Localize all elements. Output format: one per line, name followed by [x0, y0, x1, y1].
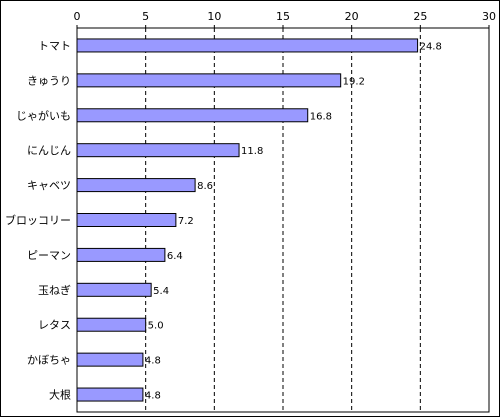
value-label: 6.4 — [167, 251, 183, 262]
value-label: 5.4 — [153, 286, 169, 297]
value-label: 16.8 — [310, 111, 332, 122]
bar — [76, 143, 240, 158]
category-label: 大根 — [49, 388, 71, 402]
category-label: きゅうり — [27, 74, 71, 87]
category-label: トマト — [38, 39, 71, 52]
category-labels: トマトきゅうりじゃがいもにんじんキャベツブロッコリーピーマン玉ねぎレタスかぼちゃ… — [5, 39, 71, 401]
bar — [76, 282, 152, 297]
value-label: 5.0 — [148, 321, 164, 332]
x-tick-label: 20 — [345, 10, 359, 23]
x-axis-ticks: 0 5 10 15 20 25 30 — [74, 10, 496, 28]
value-label: 8.6 — [197, 181, 213, 192]
x-tick-label: 10 — [207, 10, 221, 23]
category-label: にんじん — [27, 144, 71, 157]
category-label: ピーマン — [27, 249, 71, 262]
bar — [76, 73, 342, 88]
category-label: 玉ねぎ — [38, 283, 71, 297]
category-label: かぼちゃ — [27, 354, 71, 367]
bar — [76, 213, 177, 227]
x-tick-label: 0 — [74, 10, 81, 23]
bar — [76, 178, 196, 193]
x-tick-label: 15 — [276, 10, 290, 23]
bar — [76, 387, 144, 402]
category-label: ブロッコリー — [5, 213, 71, 227]
value-label: 19.2 — [343, 76, 365, 87]
x-tick-label: 5 — [142, 10, 149, 23]
x-tick-label: 30 — [482, 10, 496, 23]
value-label: 4.8 — [145, 356, 161, 367]
value-label: 11.8 — [241, 146, 263, 157]
bars — [76, 38, 419, 402]
x-tick-label: 25 — [413, 10, 427, 23]
category-label: レタス — [38, 319, 71, 332]
value-labels: 24.8 19.2 16.8 11.8 8.6 7.2 6.4 5.4 5.0 4.8 4.8 — [145, 41, 442, 401]
value-label: 4.8 — [145, 391, 161, 402]
value-label: 24.8 — [420, 41, 442, 52]
category-label: キャベツ — [27, 179, 71, 192]
value-label: 7.2 — [178, 216, 194, 227]
bar — [76, 317, 147, 332]
bar — [76, 38, 419, 53]
bar — [76, 108, 309, 123]
bar — [76, 352, 144, 367]
bar — [76, 247, 166, 262]
category-label: じゃがいも — [16, 108, 71, 122]
